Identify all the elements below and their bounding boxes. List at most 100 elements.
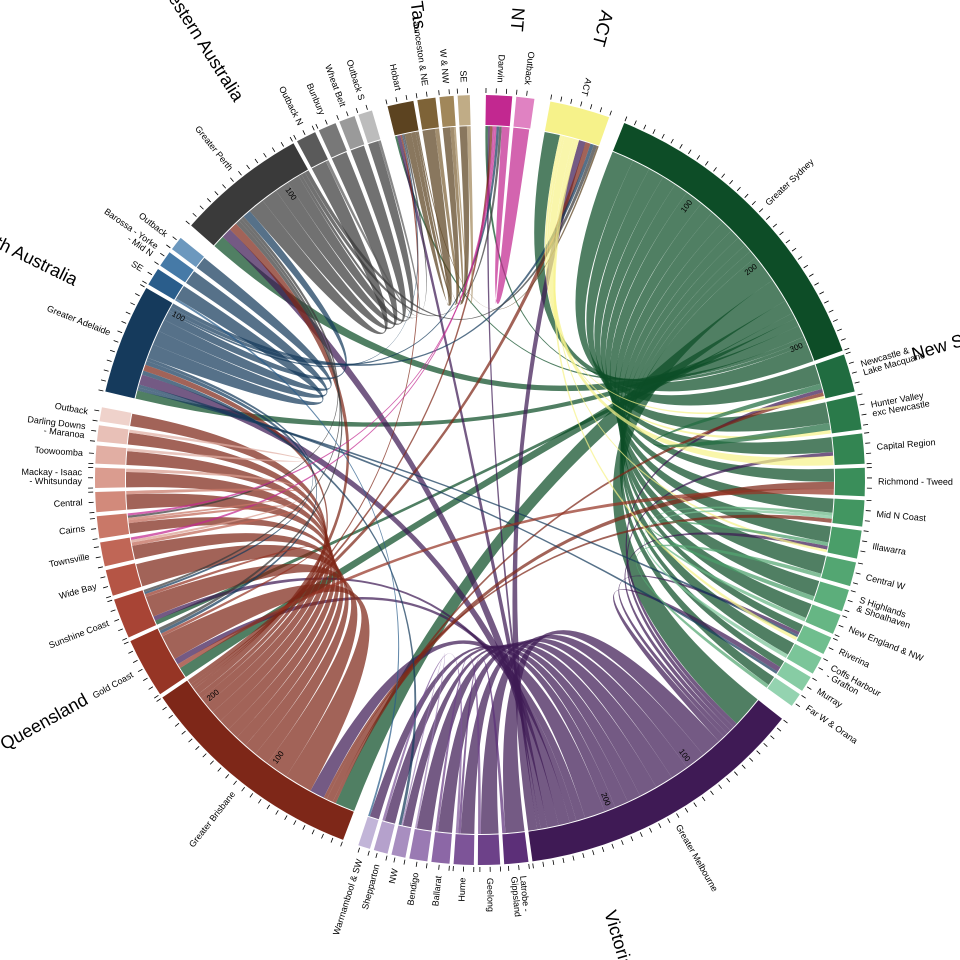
tick (864, 433, 869, 434)
tick (862, 414, 867, 415)
tick (680, 144, 683, 148)
tick (659, 823, 661, 827)
tick (128, 651, 132, 653)
tick (117, 331, 122, 333)
region-label: Murray (815, 686, 844, 710)
arc-segment (358, 817, 378, 849)
tick (264, 153, 267, 157)
tick (722, 174, 725, 178)
tick (853, 583, 858, 584)
arc-segment (439, 96, 455, 127)
tick (294, 135, 296, 139)
group-label: Victoria (600, 908, 637, 960)
region-label: Central W (865, 572, 907, 592)
tick (845, 610, 850, 612)
arc-segment (95, 491, 126, 512)
tick (573, 856, 574, 861)
tick (386, 856, 387, 861)
tick (600, 107, 602, 112)
arc-segment (374, 821, 395, 854)
tick (143, 678, 147, 681)
tick (386, 99, 387, 104)
arc-segment (95, 445, 126, 465)
tick (862, 541, 867, 542)
tick (527, 91, 528, 96)
tick (551, 95, 552, 100)
region-label: Far W & Orana (804, 703, 859, 746)
tick (93, 420, 98, 421)
tick (798, 257, 802, 260)
tick (114, 619, 119, 621)
tick (823, 659, 827, 661)
tick (804, 265, 808, 268)
region-label: Darling Downs- Maranoa (26, 415, 87, 441)
tick (173, 237, 177, 240)
tick (671, 139, 673, 143)
tick (784, 720, 788, 723)
tick (111, 610, 116, 612)
tick (294, 820, 296, 824)
tick (290, 137, 292, 141)
tick (215, 191, 218, 195)
tick (341, 842, 343, 847)
tick (439, 90, 440, 95)
tick (719, 785, 722, 789)
tick (729, 180, 732, 184)
tick (154, 262, 158, 265)
tick (863, 424, 868, 425)
region-label: Outback (523, 51, 537, 86)
tick (757, 751, 761, 754)
tick (104, 370, 109, 371)
tick (346, 111, 348, 116)
region-label: Illawarra (872, 541, 907, 557)
tick (106, 596, 111, 598)
tick (321, 834, 323, 839)
arc-segment (388, 101, 419, 136)
tick (829, 310, 834, 312)
region-label: Latrobe -Gippsland (509, 875, 532, 917)
region-label: Mid N Coast (876, 509, 927, 523)
tick (824, 301, 828, 303)
tick (416, 862, 417, 867)
group-label: South Australia (0, 218, 82, 290)
tick (118, 629, 123, 631)
tick (734, 772, 737, 776)
tick (100, 577, 105, 578)
tick (745, 194, 748, 198)
tick (267, 805, 270, 809)
tick (110, 350, 115, 352)
tick (218, 768, 221, 772)
tick (193, 213, 197, 216)
arc-segment (454, 834, 475, 865)
tick (819, 668, 823, 670)
chord-diagram: 100200300100200100200100100Greater Sydne… (0, 0, 960, 960)
tick (122, 638, 127, 640)
arc-segment (502, 832, 528, 864)
tick (250, 793, 253, 797)
group-label: New South Wales (909, 306, 960, 365)
tick (845, 348, 850, 350)
tick (561, 97, 562, 102)
tick (685, 808, 688, 812)
tick (864, 531, 869, 532)
tick (676, 813, 679, 817)
tick (631, 836, 633, 841)
tick (247, 165, 250, 169)
arc-segment (417, 98, 439, 130)
tick (612, 844, 614, 849)
arc-segment (97, 513, 129, 538)
arc-segment (431, 832, 452, 864)
tick (126, 312, 131, 314)
tick (770, 736, 774, 739)
region-label: Wide Bay (58, 581, 98, 601)
arc-segment (814, 581, 849, 611)
region-label: NW (387, 867, 400, 884)
tick (837, 329, 842, 331)
tick (160, 253, 164, 256)
region-label: Cairns (59, 523, 87, 536)
tick (255, 159, 258, 163)
tick (303, 130, 305, 134)
tick (196, 746, 200, 749)
tick (835, 635, 840, 637)
tick (851, 591, 856, 592)
